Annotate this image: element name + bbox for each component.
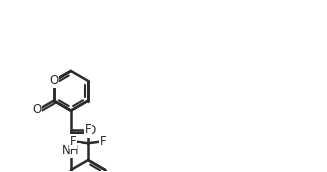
Text: F: F — [70, 135, 77, 148]
Text: NH: NH — [62, 144, 80, 157]
Text: F: F — [100, 135, 106, 148]
Text: F: F — [85, 123, 91, 136]
Text: O: O — [32, 103, 41, 116]
Text: O: O — [49, 74, 59, 87]
Text: O: O — [86, 124, 95, 137]
